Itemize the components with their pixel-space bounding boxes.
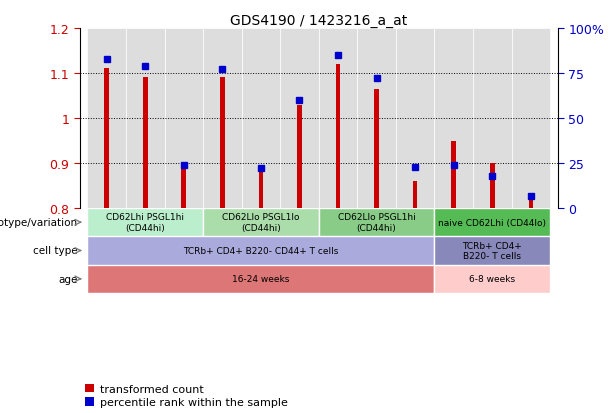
Bar xyxy=(88,29,126,209)
FancyBboxPatch shape xyxy=(88,237,435,265)
Bar xyxy=(336,65,340,209)
Text: CD62Llo PSGL1hi
(CD44hi): CD62Llo PSGL1hi (CD44hi) xyxy=(338,213,416,233)
Text: 6-8 weeks: 6-8 weeks xyxy=(469,275,516,284)
Bar xyxy=(413,182,417,209)
Bar xyxy=(451,141,456,209)
Bar xyxy=(220,78,225,209)
Legend: transformed count, percentile rank within the sample: transformed count, percentile rank withi… xyxy=(85,384,287,408)
Bar xyxy=(473,29,512,209)
FancyBboxPatch shape xyxy=(435,237,550,265)
Text: 16-24 weeks: 16-24 weeks xyxy=(232,275,289,284)
Bar xyxy=(528,199,533,209)
Bar xyxy=(259,168,263,209)
Title: GDS4190 / 1423216_a_at: GDS4190 / 1423216_a_at xyxy=(230,14,408,28)
FancyBboxPatch shape xyxy=(319,209,435,237)
FancyBboxPatch shape xyxy=(435,265,550,293)
Text: CD62Lhi PSGL1hi
(CD44hi): CD62Lhi PSGL1hi (CD44hi) xyxy=(106,213,185,233)
Bar xyxy=(104,69,109,209)
Bar xyxy=(203,29,242,209)
Bar xyxy=(357,29,396,209)
Text: TCRb+ CD4+
B220- T cells: TCRb+ CD4+ B220- T cells xyxy=(462,241,522,261)
Bar xyxy=(126,29,164,209)
Bar xyxy=(181,164,186,209)
Bar xyxy=(280,29,319,209)
FancyBboxPatch shape xyxy=(435,209,550,237)
Bar xyxy=(375,90,379,209)
Text: TCRb+ CD4+ B220- CD44+ T cells: TCRb+ CD4+ B220- CD44+ T cells xyxy=(183,247,338,255)
Text: cell type: cell type xyxy=(32,246,77,256)
Text: naive CD62Lhi (CD44lo): naive CD62Lhi (CD44lo) xyxy=(438,218,546,227)
Bar xyxy=(490,164,495,209)
Bar xyxy=(396,29,435,209)
Bar xyxy=(164,29,203,209)
FancyBboxPatch shape xyxy=(203,209,319,237)
Text: age: age xyxy=(58,274,77,284)
Bar xyxy=(435,29,473,209)
FancyBboxPatch shape xyxy=(88,209,203,237)
Text: CD62Llo PSGL1lo
(CD44hi): CD62Llo PSGL1lo (CD44hi) xyxy=(222,213,300,233)
Bar xyxy=(242,29,280,209)
FancyBboxPatch shape xyxy=(88,265,435,293)
Bar xyxy=(512,29,550,209)
Bar xyxy=(143,78,148,209)
Text: genotype/variation: genotype/variation xyxy=(0,218,77,228)
Bar xyxy=(319,29,357,209)
Bar xyxy=(297,105,302,209)
